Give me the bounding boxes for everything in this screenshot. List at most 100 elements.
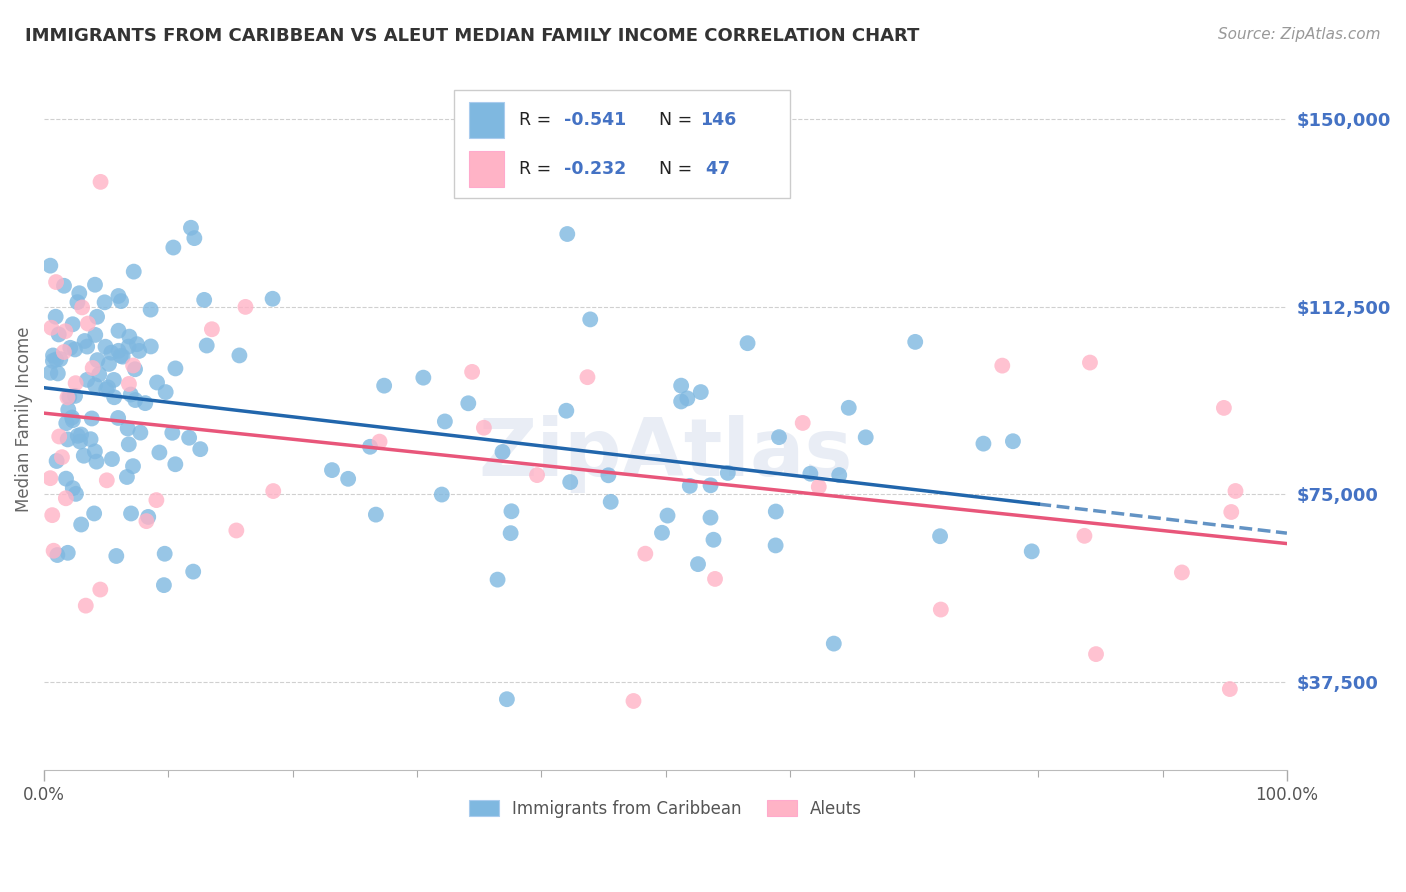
Point <box>107 411 129 425</box>
Point <box>768 430 790 444</box>
Point <box>145 493 167 508</box>
Text: ZipAtlas: ZipAtlas <box>478 416 853 493</box>
Point <box>60 410 83 425</box>
Point <box>188 442 211 457</box>
Point <box>42 349 65 363</box>
Point <box>855 430 877 444</box>
Point <box>75 599 97 613</box>
Point <box>93 295 115 310</box>
Point <box>136 510 159 524</box>
Text: -0.232: -0.232 <box>564 161 626 178</box>
Point <box>430 487 453 501</box>
Point <box>153 547 176 561</box>
Point <box>262 484 284 499</box>
Point <box>51 450 73 465</box>
Point <box>676 392 699 406</box>
Point <box>69 434 91 449</box>
Text: 47: 47 <box>700 161 730 178</box>
Point <box>972 436 994 450</box>
Point <box>118 376 141 391</box>
Point <box>55 416 77 430</box>
Point <box>41 320 63 334</box>
Point <box>45 352 67 367</box>
Point <box>699 510 721 524</box>
Point <box>717 466 740 480</box>
Point <box>657 508 679 523</box>
Point <box>699 478 721 492</box>
Point <box>59 341 82 355</box>
Point <box>139 339 162 353</box>
Point <box>321 463 343 477</box>
Point <box>115 470 138 484</box>
Point <box>183 231 205 245</box>
Point <box>42 354 65 368</box>
FancyBboxPatch shape <box>454 89 790 198</box>
Point <box>56 391 79 405</box>
Point <box>111 350 134 364</box>
Text: -0.541: -0.541 <box>564 112 626 129</box>
Point <box>94 340 117 354</box>
Point <box>669 378 692 392</box>
Point <box>555 227 578 241</box>
Point <box>63 343 86 357</box>
Point <box>128 343 150 358</box>
Point <box>1225 483 1247 498</box>
Point <box>46 548 69 562</box>
Point <box>84 277 107 292</box>
Point <box>86 455 108 469</box>
Point <box>155 385 177 400</box>
Point <box>181 565 204 579</box>
Point <box>598 468 620 483</box>
Point <box>77 317 100 331</box>
Point <box>991 359 1014 373</box>
Point <box>82 361 104 376</box>
Text: N =: N = <box>659 112 697 129</box>
FancyBboxPatch shape <box>470 102 503 138</box>
Point <box>1078 355 1101 369</box>
Point <box>1085 647 1108 661</box>
Point <box>90 175 112 189</box>
Point <box>737 336 759 351</box>
Point <box>765 504 787 518</box>
Point <box>1219 681 1241 696</box>
Point <box>491 445 513 459</box>
Point <box>105 549 128 563</box>
Point <box>42 543 65 558</box>
Point <box>560 475 582 489</box>
Y-axis label: Median Family Income: Median Family Income <box>15 326 32 512</box>
Point <box>41 508 63 523</box>
Point <box>84 378 107 392</box>
Point <box>765 538 787 552</box>
Point <box>555 403 578 417</box>
Point <box>180 220 202 235</box>
Point <box>73 334 96 348</box>
Point <box>1171 566 1194 580</box>
Point <box>98 357 121 371</box>
Point <box>499 526 522 541</box>
Point <box>97 380 120 394</box>
Point <box>67 286 90 301</box>
Point <box>48 429 70 443</box>
Point <box>96 383 118 397</box>
Point <box>179 431 201 445</box>
Point <box>412 370 434 384</box>
Point <box>472 421 495 435</box>
Point <box>828 468 851 483</box>
Point <box>195 338 218 352</box>
Point <box>799 467 821 481</box>
Point <box>337 472 360 486</box>
Point <box>792 416 814 430</box>
Point <box>80 411 103 425</box>
Point <box>686 557 709 571</box>
Point <box>55 472 77 486</box>
Point <box>807 480 830 494</box>
Point <box>823 637 845 651</box>
Point <box>122 265 145 279</box>
Point <box>118 329 141 343</box>
Point <box>904 334 927 349</box>
Point <box>46 367 69 381</box>
Point <box>107 343 129 358</box>
Point <box>66 295 89 310</box>
Point <box>107 289 129 303</box>
Point <box>110 349 132 363</box>
